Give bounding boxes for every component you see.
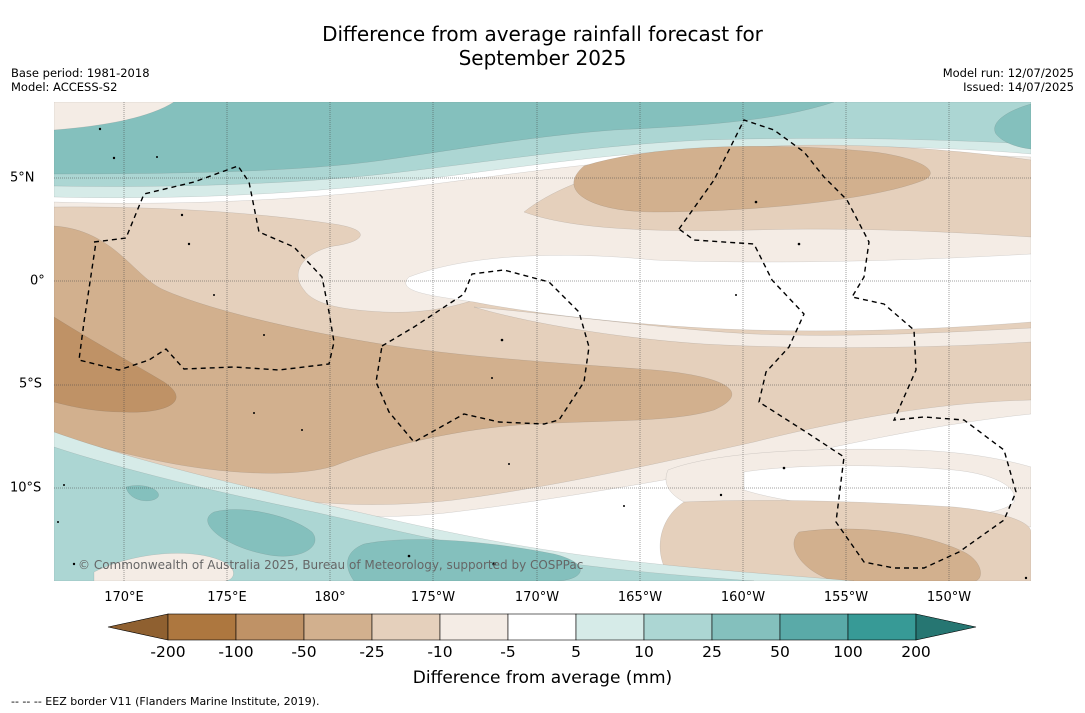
colorbar-tick-label: -50 <box>291 643 317 661</box>
title-line-1: Difference from average rainfall forecas… <box>322 22 763 46</box>
equator-white-strip <box>405 253 1031 332</box>
colorbar <box>107 613 977 641</box>
x-tick-label: 180° <box>314 590 346 605</box>
colorbar-segment <box>371 613 441 641</box>
map-title: Difference from average rainfall forecas… <box>0 22 1085 70</box>
band-north-pos50 <box>54 102 835 175</box>
band-south-pos50-center <box>347 539 581 581</box>
base-period: Base period: 1981-2018 <box>11 66 150 80</box>
colorbar-tick-label: -25 <box>359 643 385 661</box>
graticule <box>54 102 1031 581</box>
colorbar-tick-label: 25 <box>702 643 722 661</box>
colorbar-tick-label: -10 <box>427 643 453 661</box>
x-tick-label: 170°E <box>104 590 144 605</box>
colorbar-segment <box>167 613 237 641</box>
north-neg10-patch <box>54 102 175 131</box>
colorbar-segment <box>575 613 645 641</box>
y-tick-label: 5°N <box>10 170 35 186</box>
colorbar-tick-label: 50 <box>770 643 790 661</box>
colorbar-extend-high <box>915 613 977 641</box>
colorbar-tick-label: 10 <box>634 643 654 661</box>
band-south-pos50-west <box>207 509 316 557</box>
colorbar-segment <box>711 613 781 641</box>
colorbar-segment <box>779 613 849 641</box>
islands <box>57 127 1028 580</box>
colorbar-tick-label: -100 <box>218 643 254 661</box>
colorbar-extend-low <box>107 613 169 641</box>
model-name: Model: ACCESS-S2 <box>11 80 118 94</box>
colorbar-tick-label: 200 <box>901 643 931 661</box>
title-line-2: September 2025 <box>458 46 627 70</box>
colorbar-label: Difference from average (mm) <box>412 668 673 688</box>
y-tick-label: 0° <box>30 273 45 289</box>
x-tick-label: 175°W <box>410 590 456 605</box>
southeast-neg50-patch <box>793 528 981 581</box>
x-tick-label: 165°W <box>617 590 663 605</box>
eez-kiribati-west <box>78 165 335 371</box>
copyright-notice: © Commonwealth of Australia 2025, Bureau… <box>78 558 584 572</box>
colorbar-tick-label: 100 <box>833 643 863 661</box>
southwest-neg10-bottom <box>93 553 234 581</box>
meta-left: Base period: 1981-2018 Model: ACCESS-S2 <box>11 66 150 94</box>
x-tick-label: 150°W <box>926 590 972 605</box>
x-tick-label: 160°W <box>720 590 766 605</box>
colorbar-segment <box>303 613 373 641</box>
colorbar-tick-label: 5 <box>571 643 581 661</box>
colorbar-tick-label: -5 <box>500 643 516 661</box>
colorbar-segment <box>439 613 509 641</box>
eez-kiribati-east <box>678 119 1017 569</box>
band-north-pos50-east <box>994 103 1031 150</box>
eez-legend-footnote: -- -- -- EEZ border V11 (Flanders Marine… <box>11 695 320 708</box>
y-tick-label: 10°S <box>10 480 42 496</box>
eez-borders <box>78 119 1017 569</box>
model-run: Model run: 12/07/2025 <box>942 66 1074 80</box>
x-tick-label: 155°W <box>823 590 869 605</box>
band-dry-neg100 <box>54 316 177 413</box>
band-dry-neg50-west <box>54 225 733 474</box>
meta-right: Model run: 12/07/2025 Issued: 14/07/2025 <box>943 66 1074 94</box>
colorbar-segment <box>847 613 917 641</box>
eez-kiribati-central <box>375 269 590 443</box>
rainfall-map <box>54 102 1031 581</box>
x-tick-label: 170°W <box>514 590 560 605</box>
y-tick-label: 5°S <box>19 376 43 392</box>
x-tick-label: 175°E <box>207 590 247 605</box>
colorbar-segment <box>235 613 305 641</box>
issued-date: Issued: 14/07/2025 <box>963 80 1074 94</box>
colorbar-segment <box>507 613 577 641</box>
band-south-pos50-small <box>125 485 159 502</box>
colorbar-segment <box>643 613 713 641</box>
colorbar-tick-label: -200 <box>150 643 186 661</box>
